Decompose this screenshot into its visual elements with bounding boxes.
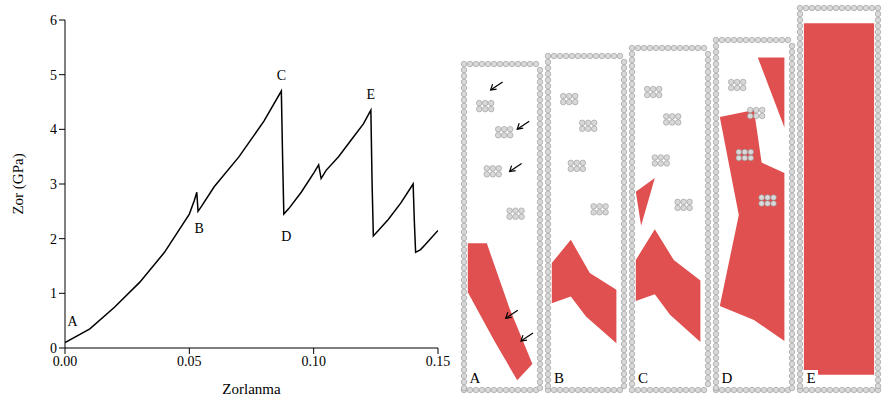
svg-text:4: 4	[50, 122, 57, 137]
svg-text:0.05: 0.05	[177, 354, 202, 369]
svg-text:A: A	[470, 370, 481, 386]
svg-text:3: 3	[50, 177, 57, 192]
svg-text:1: 1	[50, 286, 57, 301]
svg-text:Zor (GPa): Zor (GPa)	[10, 153, 27, 214]
svg-text:C: C	[277, 68, 286, 83]
svg-text:6: 6	[50, 13, 57, 28]
svg-text:B: B	[554, 370, 564, 386]
svg-text:5: 5	[50, 68, 57, 83]
svg-text:0.15: 0.15	[426, 354, 451, 369]
svg-text:D: D	[281, 229, 291, 244]
svg-text:D: D	[722, 370, 733, 386]
svg-text:0.10: 0.10	[301, 354, 326, 369]
svg-text:0.00: 0.00	[53, 354, 78, 369]
svg-text:B: B	[195, 221, 204, 236]
svg-text:A: A	[67, 314, 78, 329]
svg-text:0: 0	[50, 341, 57, 356]
svg-text:E: E	[367, 87, 376, 102]
svg-text:Zorlanma: Zorlanma	[222, 381, 281, 397]
svg-text:2: 2	[50, 232, 57, 247]
svg-text:C: C	[638, 370, 648, 386]
svg-text:E: E	[806, 370, 815, 386]
